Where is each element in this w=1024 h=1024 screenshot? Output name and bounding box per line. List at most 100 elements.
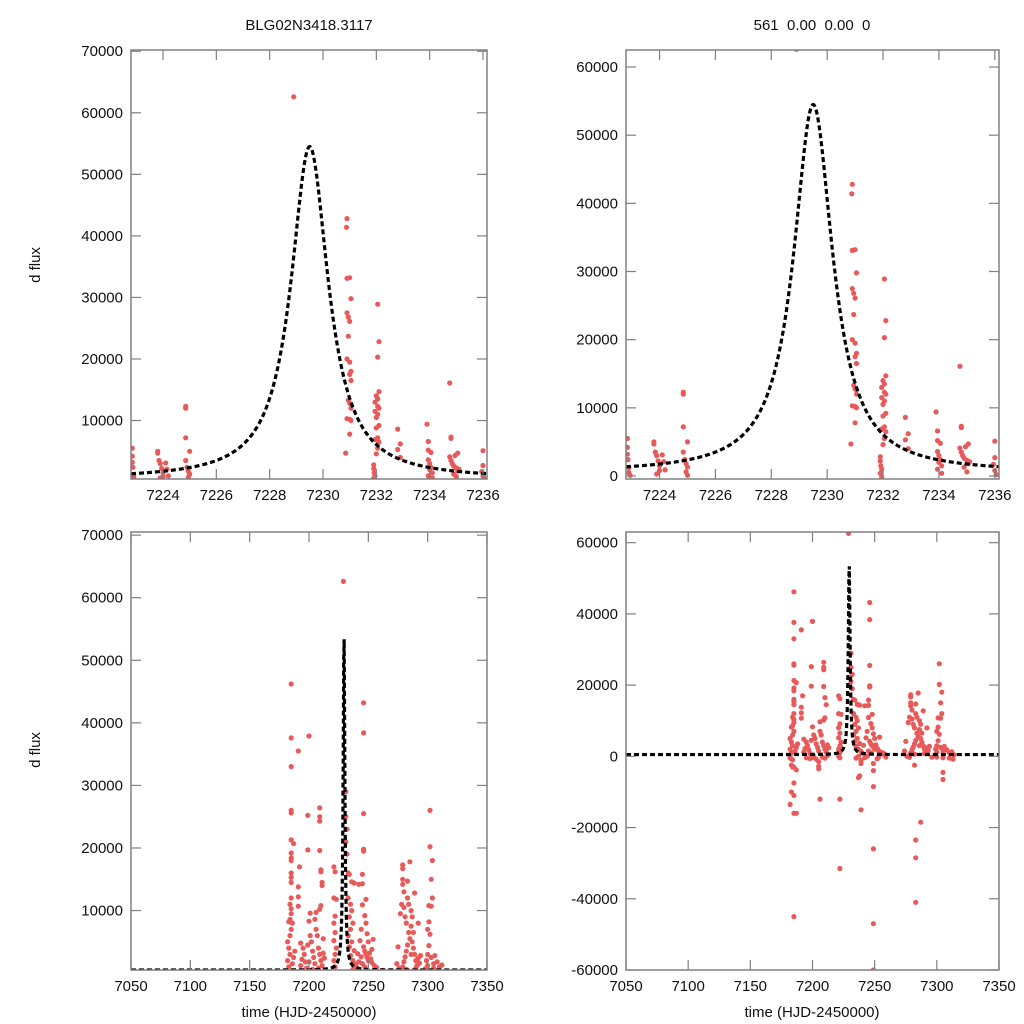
data-point [291,954,297,961]
plot-frame [130,49,488,480]
data-point [347,318,353,324]
data-point [940,769,946,776]
data-point [428,903,434,909]
data-point [359,902,365,908]
y-axis-label: d flux [27,247,44,283]
data-point [426,919,432,925]
data-point [852,354,858,360]
data-point [401,959,407,965]
data-point [423,958,430,964]
x-tick-label: 7150 [734,978,767,995]
data-point [404,895,411,901]
data-point [131,464,136,470]
data-point [659,452,665,458]
data-point [836,735,842,741]
data-point [940,776,946,783]
data-point [863,735,869,741]
data-point [837,696,843,702]
data-point [864,728,870,735]
data-point [288,906,294,912]
data-point [791,636,797,642]
data-point [934,428,941,434]
data-point [939,463,945,469]
data-point [361,730,367,736]
chart-subtitle-stats: 561 0.00 0.00 0 [754,17,871,34]
data-point [822,715,828,721]
data-point [870,731,877,737]
x-tick-label: 7350 [470,978,503,995]
data-point [906,754,913,761]
data-point [849,191,855,197]
data-points [285,578,445,970]
data-point [880,750,887,756]
data-point [913,701,919,707]
data-point [865,697,872,703]
data-point [332,869,338,875]
data-point [870,921,877,927]
data-point [301,951,307,958]
data-point [798,627,804,633]
data-point [870,760,877,767]
data-point [289,961,295,967]
data-point [286,945,292,951]
data-point [809,724,816,730]
data-point [400,862,406,868]
data-point [881,335,888,341]
data-point [285,939,291,945]
x-tick-label: 7050 [114,978,147,995]
data-point [425,438,431,445]
y-tick-label: 30000 [81,289,123,306]
data-point [347,275,353,281]
data-point [402,914,408,920]
data-point [362,913,368,919]
data-point [808,664,814,670]
data-point [798,704,804,710]
y-tick-label: 20000 [81,351,123,368]
x-tick-label: 7300 [920,978,953,995]
data-point [800,693,806,699]
x-tick-label: 7226 [699,487,732,504]
y-tick-label: 60000 [576,535,618,552]
data-point [791,662,797,668]
data-point [165,473,171,479]
data-point [370,936,376,942]
data-point [349,939,355,945]
data-point [654,471,660,477]
data-point [288,874,294,881]
data-point [849,286,855,292]
data-point [883,318,889,324]
data-point [295,894,301,900]
data-point [950,756,956,762]
plot-frame [625,49,1000,480]
data-point [131,453,135,459]
data-point [312,961,318,967]
data-point [909,707,915,713]
y-tick-label: 30000 [81,777,123,794]
data-points [787,532,957,970]
data-point [375,354,381,360]
data-point [300,945,306,951]
data-point [408,923,414,929]
data-point [935,738,941,744]
data-point [901,748,908,754]
data-point [288,879,294,886]
data-point [320,936,326,942]
data-point [424,421,430,427]
data-point [373,451,379,457]
x-axis-label: time (HJD-2450000) [241,1004,376,1021]
data-point [409,914,415,920]
data-point [919,730,925,736]
data-point [480,448,486,454]
data-point [877,454,883,460]
data-point [359,871,365,877]
data-point [867,684,873,690]
y-tick-label: 20000 [81,840,123,857]
data-point [313,909,319,916]
data-point [288,857,294,864]
data-point [288,837,294,843]
data-point [296,864,303,870]
data-point [926,743,933,750]
data-point [821,659,827,665]
data-point [626,451,630,457]
chart-title: BLG02N3418.3117 [245,17,372,34]
